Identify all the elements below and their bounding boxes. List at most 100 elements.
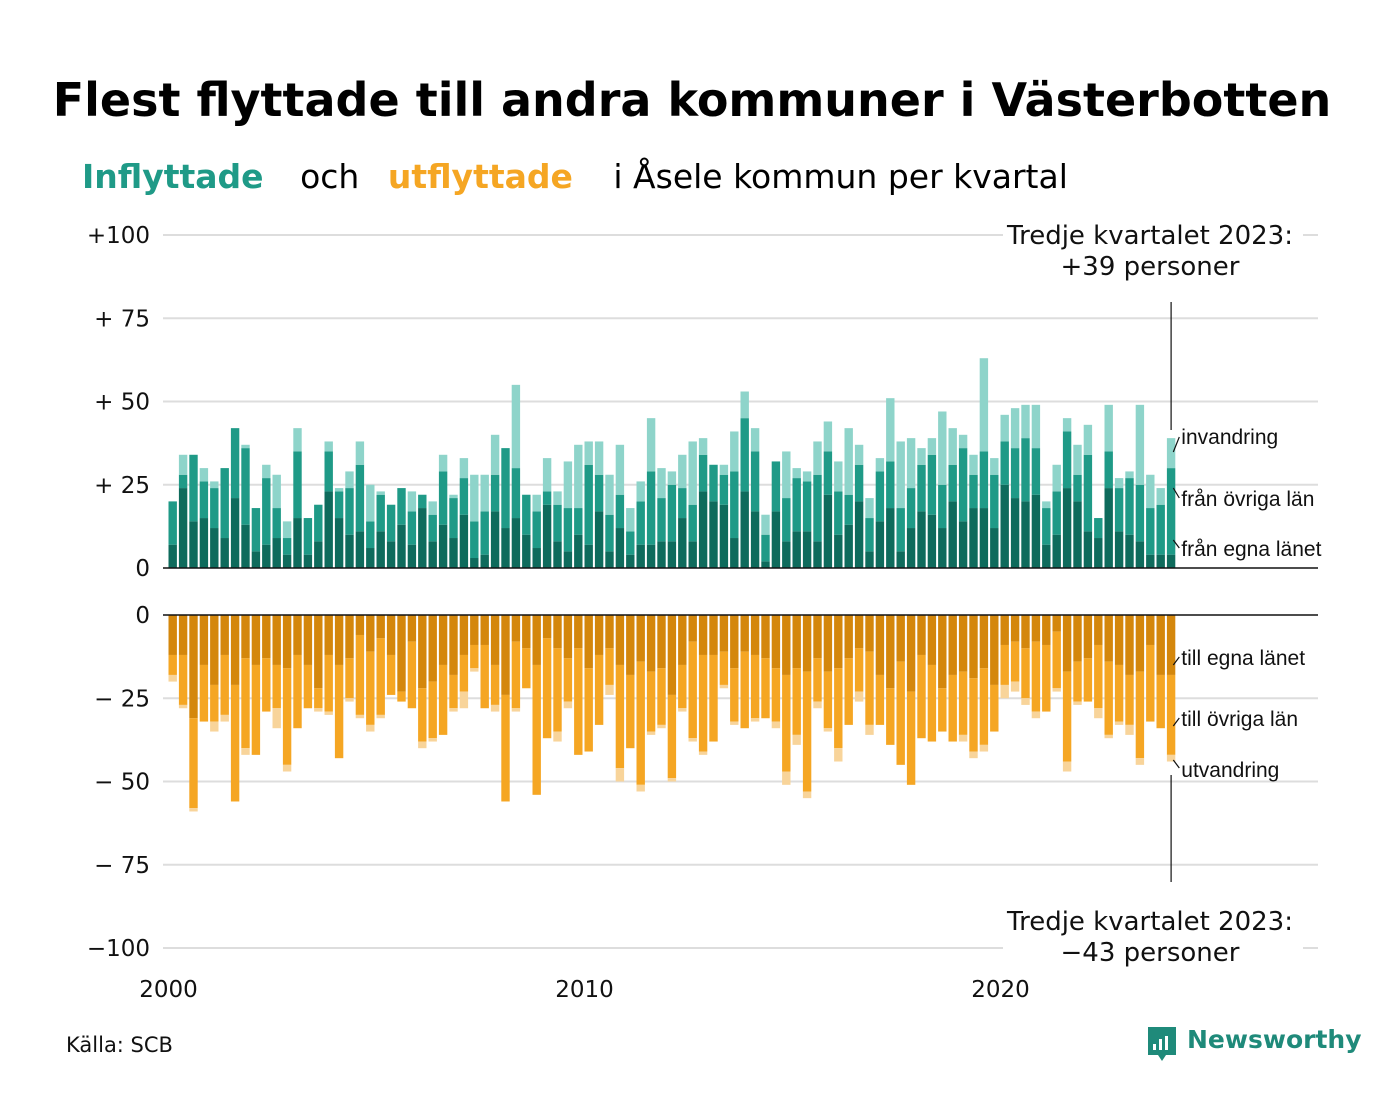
bar-out-emigration — [428, 738, 437, 742]
bar-out-other-county — [688, 641, 697, 739]
subtitle-rest: i Åsele kommun per kvartal — [613, 156, 1068, 196]
y-tick-labels: +100 + 75 + 50 + 25 0 0 − 25 − 50 − 75 −100 — [87, 223, 150, 962]
bar-out-emigration — [314, 708, 323, 712]
bar-out-own-county — [771, 615, 781, 669]
bar-in-immigration — [449, 494, 458, 499]
bar-out-other-county — [251, 664, 261, 755]
bar-out-other-county — [407, 641, 417, 709]
bar-out-other-county — [938, 688, 947, 732]
bar-in-immigration — [1021, 404, 1030, 439]
bar-out-own-county — [178, 615, 188, 655]
bar-in-other-county — [397, 488, 406, 525]
bar-in-other-county — [168, 501, 177, 545]
series-label-in-own: från egna länet — [1181, 538, 1321, 561]
bar-in-immigration — [324, 441, 333, 452]
bar-in-own-county — [262, 544, 271, 568]
bar-in-immigration — [761, 514, 770, 535]
bar-in-other-county — [282, 538, 292, 555]
bar-in-other-county — [501, 448, 510, 529]
bar-in-other-county — [1021, 438, 1030, 502]
bar-in-other-county — [418, 494, 427, 509]
bar-out-own-county — [1156, 615, 1165, 675]
bar-in-own-county — [1073, 501, 1082, 568]
bar-out-own-county — [199, 615, 209, 665]
bar-in-other-county — [938, 484, 947, 529]
bar-in-own-county — [334, 518, 344, 568]
bar-out-own-county — [667, 615, 677, 695]
bar-out-other-county — [969, 678, 978, 752]
bar-out-other-county — [1021, 648, 1030, 699]
bar-in-immigration — [355, 441, 365, 465]
bar-out-own-county — [636, 615, 645, 662]
bar-in-other-county — [854, 464, 864, 502]
bar-in-immigration — [948, 428, 957, 465]
bar-out-own-county — [366, 615, 375, 652]
bar-out-emigration — [470, 668, 479, 672]
bar-out-other-county — [927, 664, 937, 742]
bar-out-emigration — [730, 721, 739, 725]
bar-out-emigration — [563, 701, 573, 709]
subtitle-utflyttade: utflyttade — [388, 157, 573, 196]
annotation-leader — [1172, 717, 1180, 727]
bar-in-immigration — [1125, 471, 1134, 479]
bar-out-other-county — [1146, 644, 1155, 722]
bar-in-immigration — [792, 468, 801, 479]
bar-in-immigration — [979, 358, 989, 452]
bar-out-emigration — [979, 744, 989, 752]
bar-in-own-county — [979, 508, 989, 568]
bar-in-own-county — [1125, 534, 1134, 568]
bar-in-immigration — [241, 444, 250, 449]
bar-out-own-county — [802, 615, 812, 672]
bar-in-immigration — [678, 454, 687, 489]
bar-in-other-county — [615, 494, 625, 529]
callout-bottom-line1: Tredje kvartalet 2023: — [1006, 907, 1293, 937]
bar-in-own-county — [678, 518, 687, 568]
bar-out-own-county — [1021, 615, 1030, 649]
bar-out-other-county — [199, 664, 209, 722]
bar-out-emigration — [324, 711, 333, 715]
bar-in-other-county — [230, 428, 240, 499]
bar-in-own-county — [574, 534, 583, 568]
bar-out-other-county — [698, 654, 708, 752]
bar-out-other-county — [1166, 674, 1176, 755]
callout-bottom-bg — [1003, 905, 1303, 967]
bar-out-other-county — [189, 718, 198, 809]
bar-out-emigration — [771, 721, 781, 729]
bar-in-other-county — [802, 481, 812, 532]
bar-in-own-county — [490, 511, 500, 568]
bar-in-other-county — [646, 471, 656, 545]
y-tick-label: + 50 — [94, 390, 150, 416]
bar-out-emigration — [189, 808, 198, 812]
bar-out-own-county — [1125, 615, 1134, 675]
bar-out-own-county — [574, 615, 583, 649]
bar-in-immigration — [865, 498, 874, 519]
newsworthy-logo: Newsworthy — [1148, 1025, 1362, 1061]
bar-out-own-county — [189, 615, 198, 719]
bar-out-other-county — [470, 644, 479, 669]
bar-out-other-county — [418, 688, 427, 742]
bar-in-immigration — [1083, 424, 1093, 455]
bar-out-other-county — [958, 671, 968, 735]
bar-out-emigration — [605, 684, 614, 695]
bar-out-own-county — [688, 615, 697, 642]
bar-out-own-county — [626, 615, 635, 675]
bar-in-immigration — [470, 474, 479, 522]
bar-in-other-county — [459, 478, 469, 515]
bar-out-emigration — [719, 684, 729, 689]
bar-out-emigration — [210, 721, 219, 732]
bar-out-other-county — [1094, 644, 1103, 709]
bar-in-own-county — [386, 541, 396, 568]
series-label-out-own: till egna länet — [1181, 647, 1305, 670]
bar-out-other-county — [490, 664, 500, 705]
bar-in-immigration — [646, 418, 656, 472]
bar-out-other-county — [1135, 671, 1145, 759]
bar-in-own-county — [615, 528, 625, 568]
bar-in-own-county — [626, 554, 635, 568]
bar-in-immigration — [532, 494, 541, 512]
bar-out-own-county — [1166, 615, 1176, 675]
bar-out-own-county — [314, 615, 323, 689]
bar-in-own-county — [1010, 498, 1020, 568]
bar-in-own-county — [719, 504, 729, 568]
bar-in-immigration — [407, 491, 417, 512]
bar-in-other-county — [428, 514, 437, 542]
